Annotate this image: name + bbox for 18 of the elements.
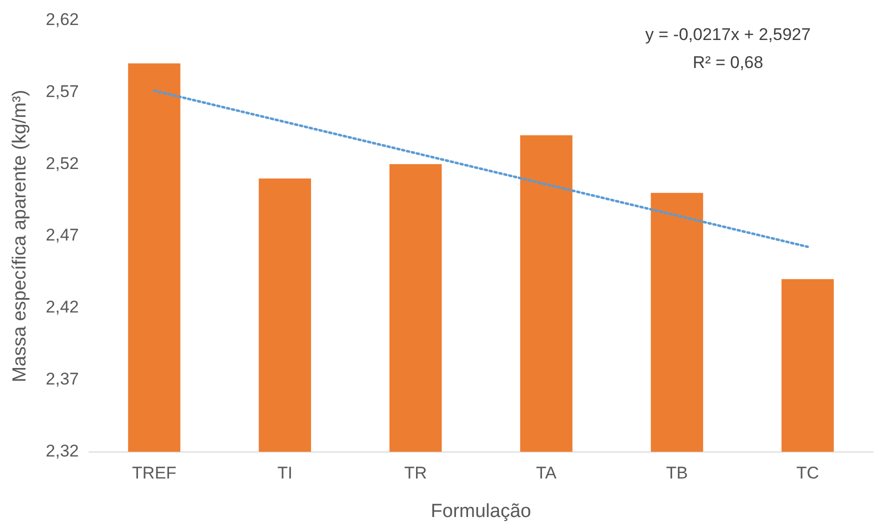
x-tick-label: TI — [277, 464, 292, 483]
y-tick-label: 2,57 — [46, 82, 79, 101]
y-axis-title: Massa específica aparente (kg/m³) — [10, 90, 31, 382]
y-tick-label: 2,42 — [46, 298, 79, 317]
annotation: y = -0,0217x + 2,5927 — [645, 24, 811, 44]
x-tick-label: TB — [666, 464, 688, 483]
x-tick-label: TA — [536, 464, 558, 483]
y-tick-label: 2,47 — [46, 226, 79, 245]
annotation: R² = 0,68 — [692, 52, 764, 72]
x-tick-label: TR — [404, 464, 427, 483]
y-tick-label: 2,37 — [46, 370, 79, 389]
y-tick-label: 2,62 — [46, 10, 79, 29]
x-axis-title: Formulação — [430, 500, 532, 522]
y-tick-label: 2,32 — [46, 441, 79, 460]
y-tick-label: 2,52 — [46, 154, 79, 173]
line-series — [152, 89, 809, 248]
x-tick-label: TC — [796, 464, 819, 483]
x-tick-label: TREF — [132, 464, 176, 483]
